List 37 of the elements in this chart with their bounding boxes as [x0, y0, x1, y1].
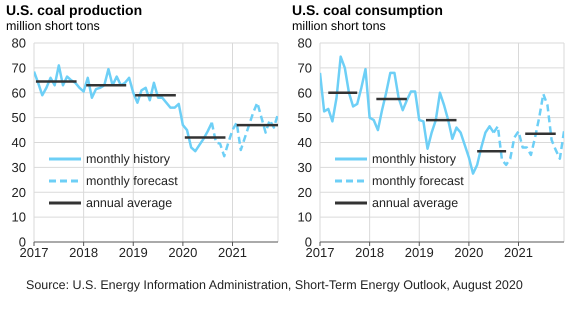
- x-tick-label: 2019: [118, 245, 148, 260]
- x-tick-label: 2017: [20, 245, 48, 260]
- chart-subtitle: million short tons: [292, 19, 387, 35]
- source-note: Source: U.S. Energy Information Administration, Short-Term Energy Outlook, August 2020: [26, 278, 524, 292]
- legend-label: monthly history: [86, 152, 170, 166]
- y-tick-label: 50: [298, 110, 312, 126]
- y-tick-label: 40: [12, 135, 26, 150]
- y-tick-label: 50: [12, 110, 26, 126]
- chart-subtitle: million short tons: [6, 19, 101, 35]
- x-tick-label: 2021: [504, 245, 533, 260]
- x-tick-label: 2019: [404, 245, 434, 260]
- y-tick-label: 20: [12, 184, 26, 200]
- legend-label: monthly history: [372, 152, 456, 166]
- y-tick-label: 60: [12, 85, 26, 100]
- legend-label: monthly forecast: [86, 174, 178, 188]
- y-tick-label: 60: [298, 85, 312, 100]
- y-tick-label: 10: [12, 210, 26, 225]
- y-tick-label: 30: [298, 160, 312, 175]
- y-tick-label: 20: [298, 184, 312, 200]
- x-tick-label: 2017: [306, 245, 334, 260]
- y-tick-label: 80: [12, 36, 26, 51]
- y-tick-label: 80: [298, 36, 312, 51]
- y-tick-label: 70: [12, 60, 26, 76]
- x-tick-label: 2018: [69, 245, 98, 260]
- legend-label: annual average: [86, 196, 172, 210]
- x-tick-label: 2020: [454, 245, 484, 260]
- legend-label: monthly forecast: [372, 174, 464, 188]
- y-tick-label: 40: [298, 135, 312, 150]
- x-tick-label: 2018: [355, 245, 384, 260]
- x-tick-label: 2020: [168, 245, 198, 260]
- y-tick-label: 10: [298, 210, 312, 225]
- y-tick-label: 70: [298, 60, 312, 76]
- y-tick-label: 30: [12, 160, 26, 175]
- legend-label: annual average: [372, 196, 458, 210]
- chart-title: U.S. coal production: [6, 2, 144, 19]
- chart-title: U.S. coal consumption: [292, 2, 444, 19]
- x-tick-label: 2021: [218, 245, 247, 260]
